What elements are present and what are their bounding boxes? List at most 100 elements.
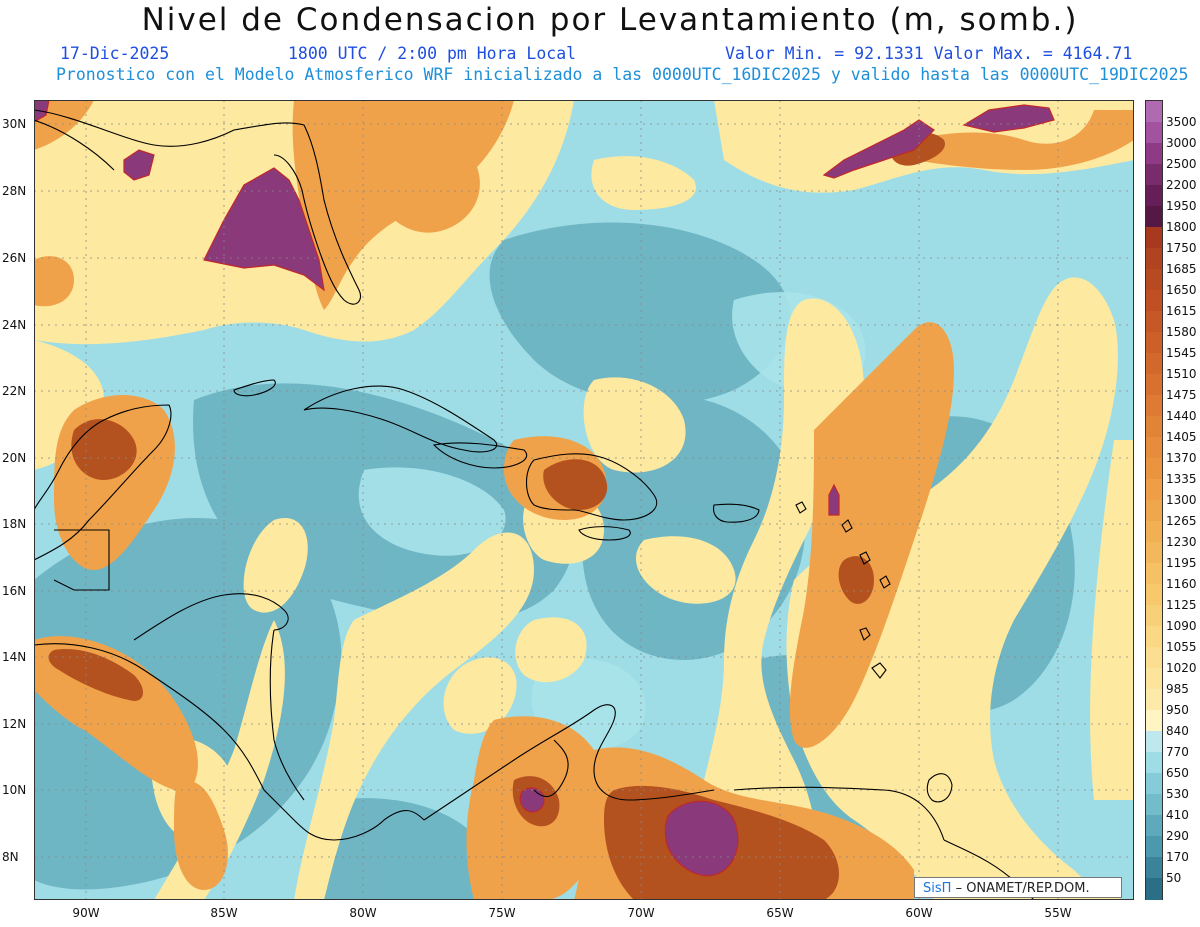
colorbar-label: 1580 [1166,325,1197,339]
colorbar-segment [1146,500,1162,522]
colorbar-segment [1146,521,1162,543]
colorbar-segment [1146,605,1162,627]
colorbar-label: 290 [1166,829,1189,843]
colorbar-label: 1020 [1166,661,1197,675]
colorbar-label: 1090 [1166,619,1197,633]
colorbar-segment [1146,689,1162,711]
lon-label-65w: 65W [766,906,794,920]
lat-label-16n: 16N [2,584,27,598]
colorbar-label: 1300 [1166,493,1197,507]
colorbar-label: 1230 [1166,535,1197,549]
lat-label-30n: 30N [2,117,27,131]
colorbar-segment [1146,122,1162,144]
colorbar-segment [1146,773,1162,795]
colorbar-label: 1055 [1166,640,1197,654]
colorbar-label: 410 [1166,808,1189,822]
lat-label-26n: 26N [2,251,27,265]
colorbar-segment [1146,374,1162,396]
forecast-date: 17-Dic-2025 [60,44,170,63]
lon-label-85w: 85W [210,906,238,920]
credit-box: SisΠ – ONAMET/REP.DOM. [914,877,1122,898]
colorbar-label: 3500 [1166,115,1197,129]
sis-logo-text: SisΠ [923,881,952,896]
colorbar-segment [1146,185,1162,207]
colorbar-segment [1146,227,1162,249]
colorbar-segment [1146,206,1162,228]
colorbar-segment [1146,458,1162,480]
colorbar-label: 1510 [1166,367,1197,381]
credit-text: – ONAMET/REP.DOM. [955,881,1090,896]
colorbar-segment [1146,731,1162,753]
colorbar-segment [1146,332,1162,354]
colorbar-segment [1146,311,1162,333]
grid-lines [34,100,1134,900]
colorbar-segment [1146,584,1162,606]
colorbar-label: 1440 [1166,409,1197,423]
colorbar-segment [1146,395,1162,417]
colorbar-label: 650 [1166,766,1189,780]
colorbar-label: 840 [1166,724,1189,738]
colorbar-segment [1146,164,1162,186]
colorbar-segment [1146,437,1162,459]
colorbar-segment [1146,878,1162,900]
colorbar-label: 1750 [1166,241,1197,255]
lat-label-24n: 24N [2,318,27,332]
colorbar-label: 1125 [1166,598,1197,612]
colorbar-segment [1146,815,1162,837]
colorbar-label: 770 [1166,745,1189,759]
map-plot [34,100,1134,900]
colorbar [1145,100,1163,900]
colorbar-label: 1265 [1166,514,1197,528]
colorbar-segment [1146,353,1162,375]
lon-label-80w: 80W [349,906,377,920]
colorbar-segment [1146,269,1162,291]
colorbar-label: 1160 [1166,577,1197,591]
colorbar-label: 50 [1166,871,1182,885]
colorbar-segment [1146,647,1162,669]
field-layer-purple [34,100,1055,877]
colorbar-label: 1370 [1166,451,1197,465]
value-range: Valor Min. = 92.1331 Valor Max. = 4164.7… [725,44,1133,63]
colorbar-label: 1615 [1166,304,1197,318]
chart-title: Nivel de Condensacion por Levantamiento … [141,2,1079,38]
colorbar-segment [1146,479,1162,501]
lat-label-10n: 10N [2,783,27,797]
lat-label-20n: 20N [2,451,27,465]
colorbar-segment [1146,143,1162,165]
colorbar-label: 985 [1166,682,1189,696]
colorbar-label: 3000 [1166,136,1197,150]
colorbar-segment [1146,752,1162,774]
colorbar-label: 1195 [1166,556,1197,570]
colorbar-segment [1146,710,1162,732]
colorbar-label: 1475 [1166,388,1197,402]
lon-label-70w: 70W [627,906,655,920]
colorbar-label: 1685 [1166,262,1197,276]
colorbar-label: 1545 [1166,346,1197,360]
lat-label-12n: 12N [2,717,27,731]
colorbar-label: 2500 [1166,157,1197,171]
colorbar-segment [1146,416,1162,438]
colorbar-segment [1146,857,1162,879]
colorbar-label: 530 [1166,787,1189,801]
colorbar-segment [1146,563,1162,585]
colorbar-segment [1146,836,1162,858]
lon-label-75w: 75W [488,906,516,920]
colorbar-label: 1650 [1166,283,1197,297]
lat-label-22n: 22N [2,384,27,398]
lat-label-18n: 18N [2,517,27,531]
colorbar-label: 950 [1166,703,1189,717]
lat-label-28n: 28N [2,184,27,198]
colorbar-label: 2200 [1166,178,1197,192]
colorbar-segment [1146,794,1162,816]
colorbar-segment [1146,668,1162,690]
lon-label-55w: 55W [1044,906,1072,920]
colorbar-label: 170 [1166,850,1189,864]
colorbar-label: 1405 [1166,430,1197,444]
colorbar-segment [1146,290,1162,312]
lat-label-8n: 8N [2,850,19,864]
colorbar-label: 1800 [1166,220,1197,234]
colorbar-label: 1335 [1166,472,1197,486]
colorbar-label: 1950 [1166,199,1197,213]
colorbar-segment [1146,542,1162,564]
colorbar-segment [1146,248,1162,270]
